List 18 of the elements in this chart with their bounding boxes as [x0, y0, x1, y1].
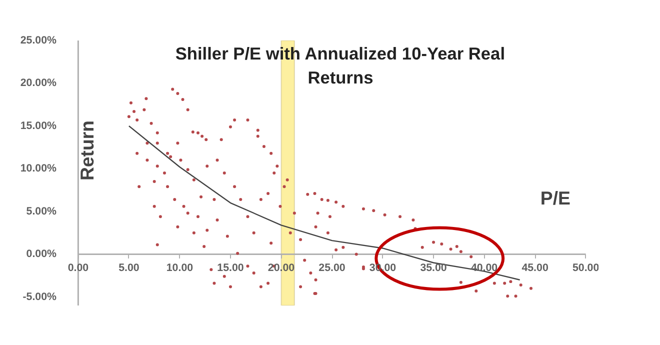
x-tick-label: 5.00: [118, 262, 140, 274]
y-tick-label: -5.00%: [22, 290, 58, 303]
y-axis-title: Return: [76, 120, 98, 181]
y-tick-label: 10.00%: [20, 162, 58, 175]
x-tick-label: 10.00: [166, 262, 194, 274]
y-tick-label: 0.00%: [26, 248, 58, 260]
y-tick-label: 20.00%: [20, 77, 58, 90]
y-tick-label: 25.00%: [20, 34, 58, 46]
y-tick-label: 5.00%: [26, 205, 58, 218]
x-tick-label: 0.00: [68, 262, 89, 274]
x-tick-label: 50.00: [572, 262, 600, 274]
x-axis-title: P/E: [540, 188, 571, 208]
text: Shiller P/E with Annualized 10-Year Real Returns: [175, 44, 506, 88]
x-tick-label: 35.00: [420, 262, 447, 274]
x-tick-label: 15.00: [217, 262, 244, 274]
x-tick-label: 25.00: [318, 262, 346, 274]
x-tick-label: 45.00: [522, 262, 548, 274]
y-tick-label: 15.00%: [20, 120, 58, 132]
